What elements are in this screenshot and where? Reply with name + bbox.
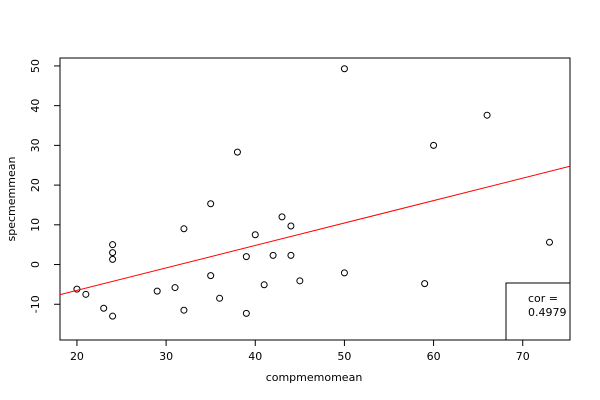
point: [545, 238, 553, 246]
point: [483, 111, 491, 119]
annotation-text: cor =: [528, 292, 558, 305]
point: [216, 294, 224, 302]
point: [251, 231, 259, 239]
point: [260, 281, 268, 289]
x-axis-label: compmemomean: [266, 371, 363, 384]
point: [207, 200, 215, 208]
point: [153, 287, 161, 295]
point: [287, 251, 295, 259]
point: [100, 304, 108, 312]
plot-frame: [59, 57, 571, 341]
x-tick-label: 60: [427, 350, 441, 363]
y-axis-label: specmemmean: [5, 157, 18, 242]
point: [233, 148, 241, 156]
y-tick-label: 0: [29, 261, 42, 268]
point: [421, 280, 429, 288]
point: [109, 249, 117, 257]
x-tick-label: 30: [159, 350, 173, 363]
y-tick-label: 50: [29, 59, 42, 73]
point: [287, 222, 295, 230]
point: [296, 277, 304, 285]
annotation-box: [505, 282, 571, 341]
point: [430, 141, 438, 149]
y-tick-label: -10: [29, 295, 42, 313]
point: [109, 312, 117, 320]
point: [242, 253, 250, 261]
x-tick-label: 50: [337, 350, 351, 363]
point: [278, 213, 286, 221]
point: [109, 241, 117, 249]
y-tick-label: 20: [29, 178, 42, 192]
point: [180, 225, 188, 233]
point: [340, 269, 348, 277]
point: [242, 309, 250, 317]
point: [171, 284, 179, 292]
annotation-text: 0.4979: [528, 306, 567, 319]
point: [340, 65, 348, 73]
point: [180, 306, 188, 314]
x-tick-label: 40: [248, 350, 262, 363]
x-tick-label: 20: [70, 350, 84, 363]
point: [109, 255, 117, 263]
regression-line: [60, 165, 570, 296]
y-tick-label: 10: [29, 218, 42, 232]
x-tick-label: 70: [516, 350, 530, 363]
point: [207, 272, 215, 280]
point: [82, 290, 90, 298]
point: [269, 251, 277, 259]
y-tick-label: 40: [29, 99, 42, 113]
y-tick-label: 30: [29, 138, 42, 152]
